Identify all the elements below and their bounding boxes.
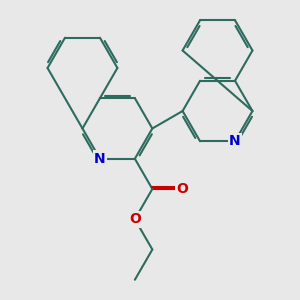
Text: N: N (229, 134, 241, 148)
Text: O: O (176, 182, 188, 196)
Text: O: O (129, 212, 141, 226)
Text: N: N (94, 152, 106, 166)
